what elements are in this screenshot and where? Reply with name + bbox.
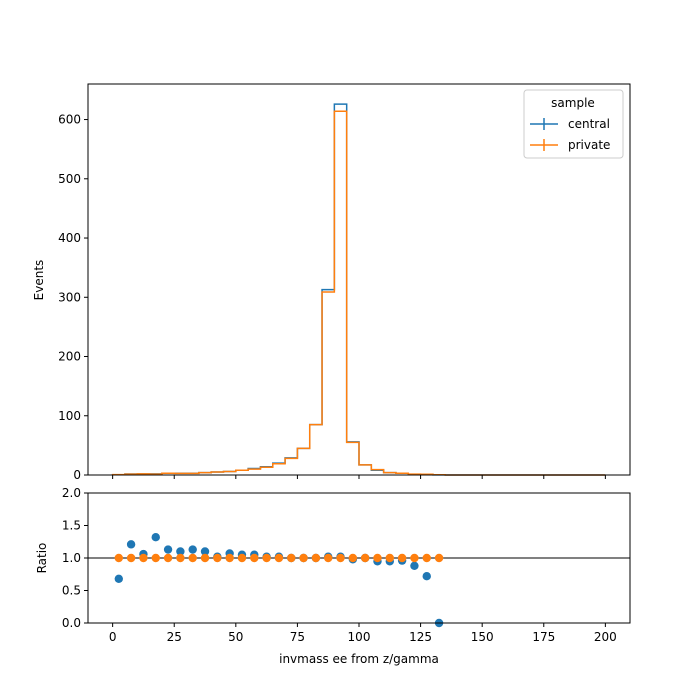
x-axis-label: invmass ee from z/gamma: [279, 652, 439, 666]
ratio-y-tick-label: 1.0: [62, 551, 81, 565]
ratio-point-central: [176, 547, 185, 556]
legend-entry-central: central: [530, 117, 610, 131]
ratio-point-private: [422, 553, 431, 563]
histogram-y-tick-label: 500: [58, 172, 81, 186]
ratio-point-private: [348, 553, 358, 563]
ratio-point-private: [163, 553, 173, 563]
legend-label-private: private: [568, 138, 610, 152]
ratio-x-tick-label: 175: [532, 630, 555, 644]
ratio-point-private: [311, 553, 321, 563]
legend-entry-private: private: [530, 138, 610, 152]
ratio-point-private: [336, 553, 345, 563]
ratio-point-central: [200, 547, 210, 556]
ratio-point-central: [410, 561, 419, 570]
ratio-y-ticks: 0.0 0.5 1.0 1.5 2.0: [62, 486, 88, 630]
ratio-point-private: [410, 553, 419, 563]
ratio-point-private: [373, 553, 382, 563]
legend-label-central: central: [568, 117, 610, 131]
ratio-point-central: [188, 545, 197, 554]
ratio-point-private: [250, 553, 259, 563]
ratio-point-private: [299, 553, 308, 563]
ratio-x-tick-label: 0: [109, 630, 117, 644]
histogram-y-tick-label: 600: [58, 113, 81, 127]
ratio-point-private: [360, 553, 370, 563]
ratio-x-tick-label: 50: [228, 630, 243, 644]
ratio-y-tick-label: 1.5: [62, 519, 81, 533]
ratio-point-central: [422, 572, 431, 581]
ratio-points-group: [114, 533, 444, 628]
ratio-x-tick-label: 25: [167, 630, 182, 644]
ratio-point-private: [262, 553, 271, 563]
ratio-point-private: [139, 553, 148, 563]
ratio-x-tick-label: 100: [348, 630, 371, 644]
ratio-point-private: [287, 553, 296, 563]
ratio-x-ticks: 0 25 50 75 100 125 150 175 200: [109, 623, 617, 644]
ratio-y-axis-label: Ratio: [35, 543, 49, 574]
legend-title: sample: [551, 96, 595, 110]
ratio-point-private: [126, 553, 136, 563]
ratio-point-private: [188, 553, 197, 563]
histogram-y-ticks: 0 100 200 300 400 500 600: [58, 113, 88, 482]
ratio-point-private: [237, 553, 247, 563]
histogram-y-tick-label: 400: [58, 231, 81, 245]
legend: sample central private: [523, 89, 624, 159]
ratio-point-private: [213, 553, 222, 563]
ratio-point-central: [126, 540, 136, 549]
ratio-point-private: [434, 553, 444, 563]
ratio-point-private: [151, 553, 160, 563]
ratio-point-private: [200, 553, 210, 563]
ratio-point-private: [385, 553, 394, 563]
histogram-y-tick-label: 300: [58, 290, 81, 304]
ratio-x-tick-label: 125: [409, 630, 432, 644]
ratio-point-private: [397, 553, 407, 563]
ratio-point-private: [114, 553, 123, 563]
ratio-point-private: [274, 553, 284, 563]
legend-box: [523, 89, 624, 159]
ratio-point-private: [324, 553, 333, 563]
ratio-panel: 0.0 0.5 1.0 1.5 2.0 0 25 50 75 100 125 150 175 200 R…: [35, 486, 631, 666]
ratio-point-private: [176, 553, 185, 563]
ratio-x-tick-label: 75: [290, 630, 305, 644]
ratio-y-tick-label: 0.0: [62, 616, 81, 630]
histogram-y-tick-label: 100: [58, 409, 81, 423]
ratio-x-tick-label: 150: [471, 630, 494, 644]
ratio-y-tick-label: 0.5: [62, 584, 81, 598]
ratio-point-central: [151, 533, 160, 542]
ratio-point-private: [225, 553, 234, 563]
ratio-x-tick-label: 200: [594, 630, 617, 644]
ratio-y-tick-label: 2.0: [62, 486, 81, 500]
ratio-point-central: [163, 545, 173, 554]
histogram-panel: 0 100 200 300 400 500 600 Events sample centra…: [32, 83, 631, 482]
histogram-y-axis-label: Events: [32, 260, 46, 301]
ratio-point-central: [114, 574, 123, 583]
histogram-y-tick-label: 200: [58, 350, 81, 364]
histogram-y-tick-label: 0: [73, 468, 81, 482]
histogram-x-ticks: [112, 475, 606, 479]
